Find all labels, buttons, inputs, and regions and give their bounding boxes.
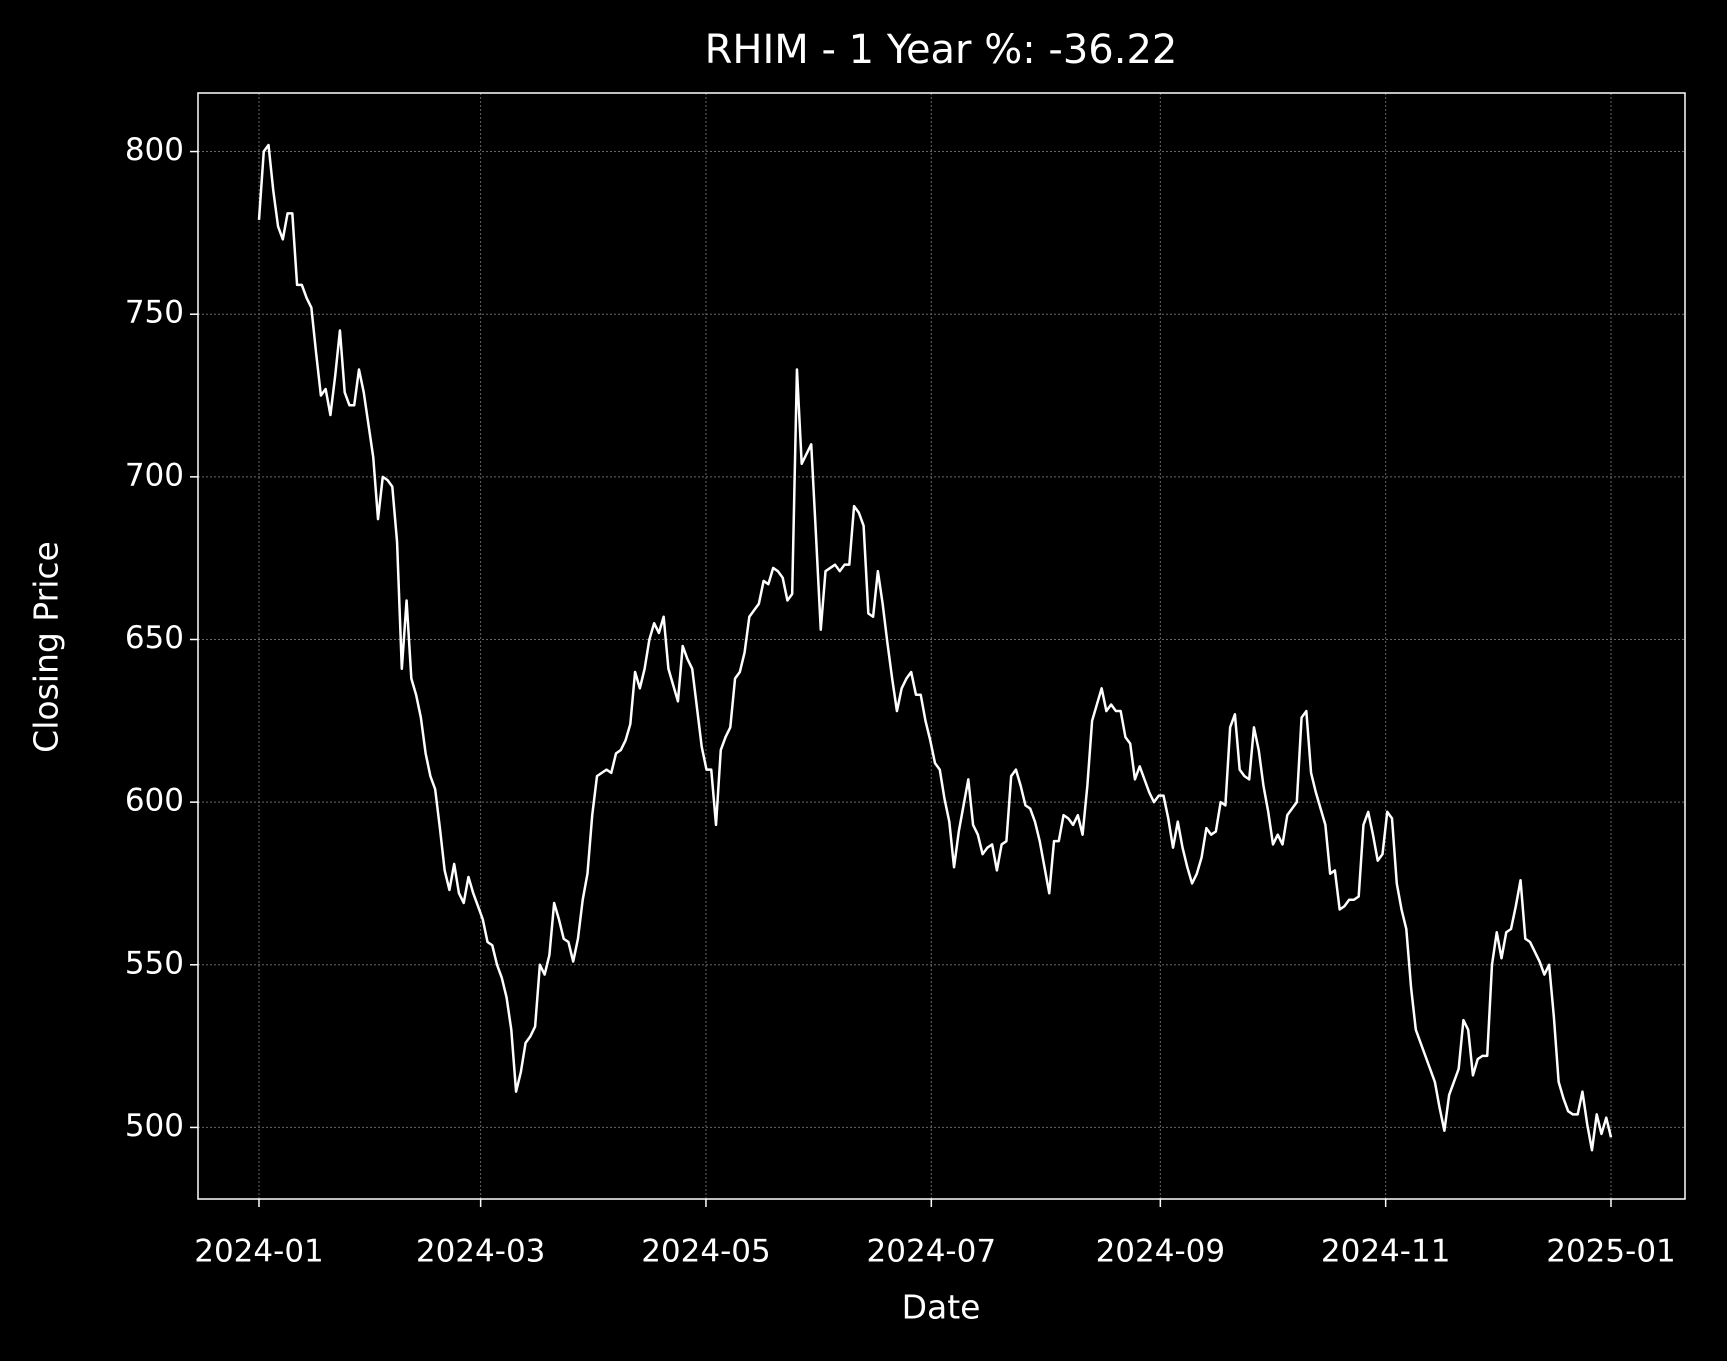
y-tick-label: 750 (125, 295, 184, 331)
y-tick-label: 700 (125, 457, 184, 493)
x-tick-label: 2024-05 (641, 1234, 771, 1270)
x-tick-label: 2024-11 (1321, 1234, 1451, 1270)
x-tick-label: 2024-01 (194, 1234, 324, 1270)
x-axis-label: Date (902, 1288, 981, 1327)
chart-title: RHIM - 1 Year %: -36.22 (705, 27, 1178, 73)
y-tick-label: 600 (125, 783, 184, 819)
x-tick-label: 2024-07 (867, 1234, 997, 1270)
plot-frame (197, 92, 1686, 1200)
x-tick-label: 2025-01 (1546, 1234, 1676, 1270)
price-line (257, 143, 1613, 1152)
y-tick-label: 800 (125, 132, 184, 168)
y-tick-label: 500 (125, 1108, 184, 1144)
x-tick-label: 2024-03 (416, 1234, 546, 1270)
y-tick-label: 550 (125, 945, 184, 981)
y-tick-label: 650 (125, 620, 184, 656)
y-axis-label: Closing Price (27, 541, 66, 753)
x-tick-label: 2024-09 (1096, 1234, 1226, 1270)
